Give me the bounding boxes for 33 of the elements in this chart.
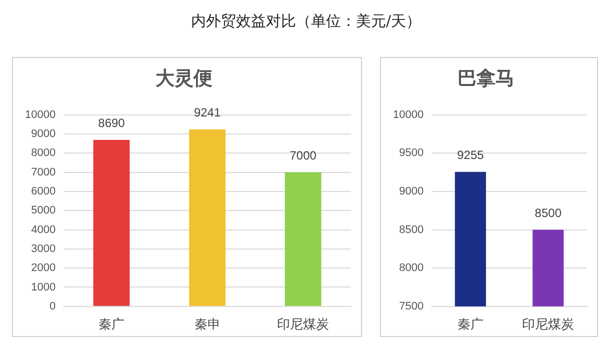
x-tick-label: 印尼煤炭 (522, 318, 574, 333)
chart-subtitle: 巴拿马 (458, 67, 514, 90)
y-tick-label: 9000 (399, 185, 424, 198)
bar (93, 140, 130, 306)
x-tick-label: 秦申 (194, 318, 220, 333)
y-tick-label: 6000 (31, 185, 56, 198)
y-tick-label: 10000 (392, 108, 424, 121)
y-tick-label: 2000 (31, 262, 56, 274)
data-label: 8500 (534, 206, 562, 220)
chart-subtitle: 大灵便 (156, 67, 212, 90)
y-tick-label: 9500 (399, 147, 424, 160)
data-label: 7000 (290, 148, 317, 163)
y-tick-label: 1000 (31, 281, 56, 294)
bar (284, 172, 322, 306)
data-label: 9255 (457, 148, 484, 162)
x-tick-label: 印尼煤炭 (277, 318, 330, 333)
chart-title: 内外贸效益对比（单位：美元/天） (190, 12, 422, 31)
y-tick-label: 4000 (31, 224, 56, 236)
data-label: 9241 (194, 106, 221, 120)
y-tick-label: 5000 (31, 204, 56, 217)
y-tick-label: 7000 (31, 166, 56, 178)
y-tick-label: 8000 (399, 262, 424, 274)
bar (189, 129, 226, 306)
x-tick-label: 秦广 (457, 318, 484, 333)
y-tick-label: 3000 (31, 242, 56, 255)
data-label: 8690 (98, 116, 126, 130)
y-tick-label: 7500 (399, 300, 424, 312)
y-tick-label: 8500 (399, 224, 424, 236)
y-tick-label: 9000 (31, 128, 56, 140)
y-tick-label: 10000 (24, 108, 56, 121)
y-tick-label: 0 (49, 300, 56, 312)
y-tick-label: 8000 (31, 147, 56, 160)
x-tick-label: 秦广 (98, 318, 124, 333)
